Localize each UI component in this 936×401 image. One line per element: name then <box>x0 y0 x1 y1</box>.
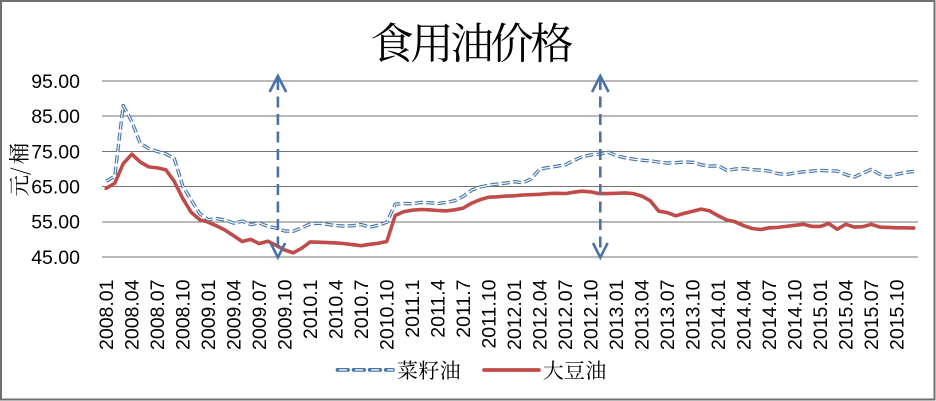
svg-text:2008.04: 2008.04 <box>122 279 144 350</box>
svg-text:2015.01: 2015.01 <box>810 280 832 351</box>
svg-text:2010.1: 2010.1 <box>300 280 322 340</box>
svg-text:2014.01: 2014.01 <box>708 280 730 351</box>
svg-text:2009.04: 2009.04 <box>224 279 246 350</box>
svg-text:2009.07: 2009.07 <box>249 280 271 351</box>
svg-text:2012.01: 2012.01 <box>504 280 526 351</box>
svg-text:2014.10: 2014.10 <box>785 279 807 350</box>
svg-text:2009.01: 2009.01 <box>198 280 220 351</box>
svg-text:2011.4: 2011.4 <box>428 279 450 337</box>
svg-text:2010.4: 2010.4 <box>326 279 348 339</box>
svg-text:2010.7: 2010.7 <box>351 280 373 340</box>
svg-text:2014.04: 2014.04 <box>734 279 756 350</box>
svg-text:65.00: 65.00 <box>31 177 80 199</box>
svg-text:2008.10: 2008.10 <box>173 279 195 350</box>
svg-text:2015.10: 2015.10 <box>887 279 909 350</box>
svg-text:45.00: 45.00 <box>31 247 80 269</box>
svg-text:2014.07: 2014.07 <box>759 280 781 351</box>
svg-text:85.00: 85.00 <box>31 106 80 128</box>
svg-text:2011.10: 2011.10 <box>479 279 501 348</box>
svg-text:2012.10: 2012.10 <box>581 279 603 350</box>
svg-text:2010.10: 2010.10 <box>377 279 399 350</box>
svg-text:2015.07: 2015.07 <box>861 280 883 351</box>
svg-text:75.00: 75.00 <box>31 141 80 163</box>
svg-text:2013.10: 2013.10 <box>683 279 705 350</box>
svg-text:2013.07: 2013.07 <box>657 280 679 351</box>
svg-text:2013.04: 2013.04 <box>632 279 654 350</box>
svg-text:55.00: 55.00 <box>31 212 80 234</box>
svg-text:2011.7: 2011.7 <box>453 280 475 338</box>
svg-text:2012.07: 2012.07 <box>555 280 577 351</box>
svg-text:2013.01: 2013.01 <box>606 280 628 351</box>
svg-text:2008.07: 2008.07 <box>147 280 169 351</box>
svg-text:2009.10: 2009.10 <box>275 279 297 350</box>
svg-text:2012.04: 2012.04 <box>530 279 552 350</box>
svg-text:95.00: 95.00 <box>31 71 80 93</box>
svg-text:2015.04: 2015.04 <box>836 279 858 350</box>
svg-text:2008.01: 2008.01 <box>96 280 118 351</box>
svg-text:2011.1: 2011.1 <box>402 280 424 338</box>
